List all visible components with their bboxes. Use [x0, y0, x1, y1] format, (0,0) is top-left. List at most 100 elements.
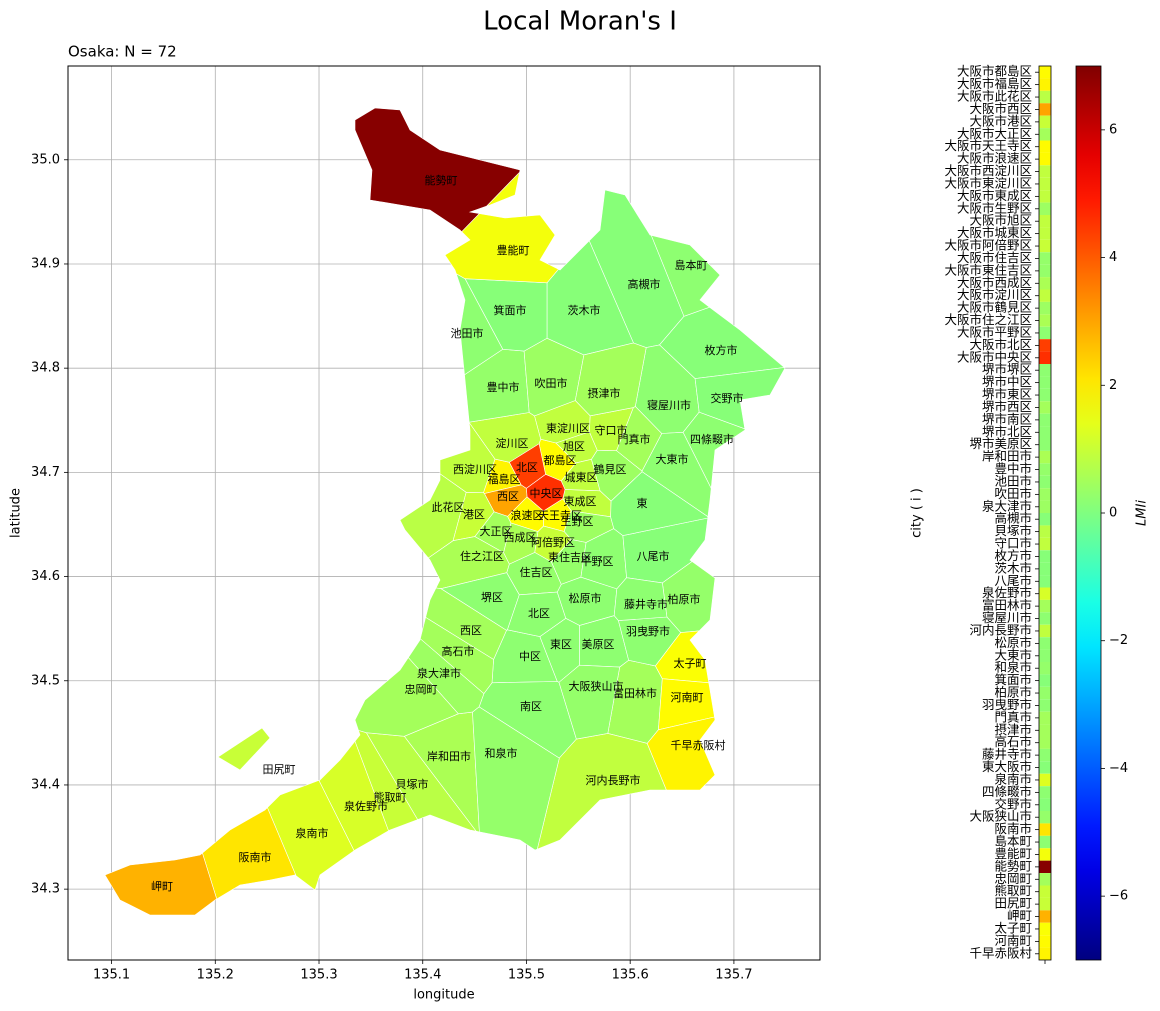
- colorbar-tick-label: −4: [1109, 761, 1128, 776]
- chart-title: Local Moran's I: [483, 7, 677, 37]
- strip-cell: [1039, 922, 1051, 936]
- region: [526, 474, 566, 512]
- strip-label: 大阪市平野区: [957, 324, 1032, 339]
- region-label: 大東市: [656, 452, 689, 466]
- region-label: 守口市: [595, 423, 628, 437]
- region-label: 城東区: [565, 471, 598, 484]
- region-label: 北区: [516, 461, 538, 474]
- region-label: 西淀川区: [453, 462, 497, 476]
- region-label: 港区: [463, 508, 485, 521]
- region-label: 中央区: [530, 487, 563, 500]
- colorbar-tick-label: 4: [1109, 250, 1117, 265]
- strip-label: 交野市: [994, 796, 1032, 811]
- strip-cell: [1039, 550, 1051, 563]
- region-label: 吹田市: [535, 376, 568, 390]
- region: [419, 616, 494, 695]
- strip-cell: [1039, 612, 1051, 625]
- strip-label: 堺市中区: [982, 374, 1032, 389]
- region-label: 中区: [519, 650, 541, 663]
- region: [318, 740, 389, 852]
- strip-cell: [1039, 301, 1051, 315]
- strip-label: 堺市北区: [982, 424, 1032, 439]
- strip-label: 松原市: [994, 635, 1032, 650]
- strip-label: 大阪市住之江区: [944, 312, 1032, 327]
- strip-label: 大阪市鶴見区: [957, 300, 1032, 315]
- region: [558, 664, 621, 740]
- y-tick-label: 34.6: [31, 569, 60, 584]
- strip-label: 河内長野市: [969, 622, 1032, 637]
- y-tick-label: 34.9: [31, 256, 60, 271]
- y-tick-label: 35.0: [31, 152, 60, 167]
- strip-cell: [1039, 699, 1051, 712]
- colorbar-tick-label: 2: [1109, 378, 1117, 393]
- region-label: 天王寺区: [538, 509, 582, 522]
- region-label: 島本町: [675, 258, 708, 272]
- region-label: 寝屋川市: [647, 398, 691, 412]
- strip-label: 千早赤阪村: [969, 945, 1032, 960]
- strip-cell: [1039, 748, 1051, 762]
- strip-cell: [1039, 575, 1051, 588]
- region-label: 高石市: [442, 644, 475, 658]
- strip-label: 門真市: [994, 709, 1032, 724]
- strip-label: 能勢町: [994, 858, 1032, 873]
- x-axis-label: longitude: [413, 988, 474, 1003]
- strip-cell: [1039, 910, 1051, 923]
- region-label: 河南町: [671, 691, 704, 704]
- strip-label: 大阪市港区: [969, 113, 1032, 128]
- region-label: 箕面市: [494, 303, 527, 317]
- strip-label: 池田市: [994, 473, 1032, 488]
- strip-cell: [1039, 177, 1051, 191]
- region-label: 淀川区: [496, 436, 529, 450]
- strip-label: 大阪市天王寺区: [944, 138, 1032, 153]
- strip-label: 富田林市: [982, 598, 1032, 613]
- region: [354, 107, 521, 233]
- region-label: 東成区: [564, 495, 597, 508]
- x-tick-label: 135.3: [300, 968, 337, 983]
- strip-label: 吹田市: [994, 486, 1032, 501]
- strip-label: 田尻町: [994, 896, 1032, 911]
- strip-label: 大阪市東住吉区: [944, 262, 1032, 277]
- strip-cell: [1039, 103, 1051, 116]
- region-label: 岸和田市: [427, 749, 471, 763]
- colorbar-tick-label: 6: [1109, 122, 1117, 137]
- colorbar-tick-label: −6: [1109, 889, 1128, 904]
- strip-label: 柏原市: [994, 685, 1032, 700]
- region-label: 泉佐野市: [344, 799, 388, 813]
- strip-cell: [1039, 115, 1051, 129]
- region-label: 豊能町: [497, 243, 530, 257]
- region-label: 美原区: [582, 638, 615, 651]
- strip-cell: [1039, 438, 1051, 451]
- strip-cell: [1039, 165, 1051, 178]
- strip-cell: [1039, 686, 1051, 700]
- strip-cell: [1039, 513, 1051, 526]
- strip-cell: [1039, 90, 1051, 104]
- strip-cell: [1039, 736, 1051, 749]
- strip-label: 大阪市福島区: [957, 76, 1032, 91]
- region-label: 東: [637, 497, 648, 510]
- region-label: 西区: [497, 490, 519, 503]
- strip-label: 島本町: [994, 834, 1032, 849]
- region-label: 池田市: [451, 326, 484, 340]
- strip-cell: [1039, 488, 1051, 501]
- strip-cell: [1039, 624, 1051, 638]
- strip-cell: [1039, 897, 1051, 911]
- region: [217, 727, 271, 771]
- strip-cell: [1039, 860, 1051, 874]
- x-tick-label: 135.2: [197, 968, 234, 983]
- strip-cell: [1039, 935, 1051, 948]
- region-label: 東住吉区: [548, 550, 592, 564]
- region-label: 泉南市: [296, 826, 329, 840]
- strip-label: 泉大津市: [982, 498, 1032, 513]
- strip-label: 忠岡町: [994, 871, 1032, 886]
- strip-label: city ( i ): [910, 488, 925, 538]
- strip-label: 大阪狭山市: [969, 809, 1032, 824]
- colorbar-label: LMIi: [1135, 500, 1150, 526]
- strip-label: 太子町: [994, 920, 1032, 935]
- strip-label: 堺市堺区: [982, 362, 1032, 377]
- strip-label: 大阪市浪速区: [957, 151, 1032, 166]
- strip-cell: [1039, 786, 1051, 799]
- strip-label: 箕面市: [994, 672, 1032, 687]
- region: [694, 367, 786, 430]
- region-label: 北区: [528, 607, 550, 620]
